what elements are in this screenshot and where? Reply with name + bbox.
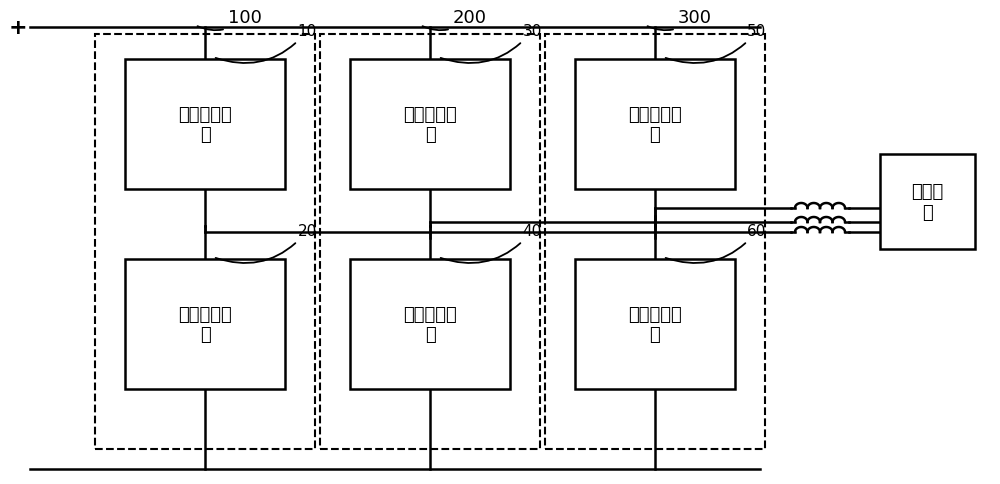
Text: 40: 40 xyxy=(441,224,542,263)
Text: +: + xyxy=(9,18,27,38)
Bar xyxy=(575,259,735,389)
Text: 20: 20 xyxy=(216,224,317,263)
Text: 第一储能桥
臂: 第一储能桥 臂 xyxy=(178,106,232,144)
Bar xyxy=(350,259,510,389)
Bar xyxy=(125,60,285,190)
Text: 30: 30 xyxy=(441,25,542,64)
Bar xyxy=(350,60,510,190)
Bar xyxy=(880,155,975,249)
Text: 第六储能桥
臂: 第六储能桥 臂 xyxy=(628,305,682,344)
Bar xyxy=(575,60,735,190)
Bar xyxy=(95,35,315,449)
Text: 第三储能桥
臂: 第三储能桥 臂 xyxy=(403,106,457,144)
Text: 200: 200 xyxy=(423,9,487,31)
Text: 300: 300 xyxy=(648,9,712,31)
Text: 第四储能桥
臂: 第四储能桥 臂 xyxy=(403,305,457,344)
Bar xyxy=(545,35,765,449)
Text: 第五储能桥
臂: 第五储能桥 臂 xyxy=(628,106,682,144)
Text: 50: 50 xyxy=(666,25,767,64)
Bar xyxy=(125,259,285,389)
Text: 100: 100 xyxy=(198,9,262,31)
Text: 60: 60 xyxy=(666,224,767,263)
Text: 10: 10 xyxy=(216,25,317,64)
Bar xyxy=(320,35,540,449)
Text: 三相电
网: 三相电 网 xyxy=(911,183,944,222)
Text: 第二储能桥
臂: 第二储能桥 臂 xyxy=(178,305,232,344)
